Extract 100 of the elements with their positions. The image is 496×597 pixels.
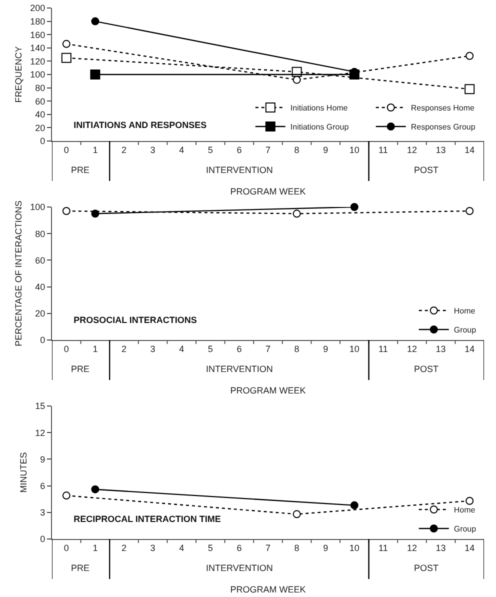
legend-label: Initiations Home [290,104,348,113]
text: PRE [71,563,90,573]
y-tick-label: 0 [40,534,46,544]
x-tick-label: 10 [349,542,360,553]
x-axis-title: PROGRAM WEEK [230,386,306,396]
text: PRE [71,364,90,374]
point [91,17,100,26]
x-tick-label: 7 [265,144,271,155]
x-tick-label: 5 [208,144,213,155]
y-tick-label: 9 [40,454,46,464]
y-tick-label: 60 [35,96,46,106]
y-tick-label: 40 [35,110,46,120]
x-axis-title: PROGRAM WEEK [230,584,306,595]
x-tick-label: 0 [64,542,69,553]
text: INITIATIONS AND RESPONSES [74,120,207,130]
x-tick-label: 4 [179,344,184,354]
y-tick-label: 140 [30,43,46,54]
point [292,510,301,518]
x-tick-label: 9 [323,542,328,553]
x-tick-label: 6 [236,144,242,155]
x-tick-label: 7 [265,542,271,553]
y-tick-label: 160 [30,30,46,40]
point [90,70,100,80]
x-tick-label: 7 [265,344,271,354]
point [61,52,72,63]
point [292,76,301,84]
y-tick-label: 200 [30,3,46,14]
x-tick-label: 3 [150,344,156,354]
x-tick-label: 8 [294,144,300,155]
point [466,52,474,60]
y-tick-label: 100 [30,202,46,212]
text: INTERVENTION [206,165,273,175]
x-tick-label: 1 [92,542,98,553]
text: INTERVENTION [206,364,273,374]
legend-label: Home [454,306,476,316]
x-tick-label: 1 [92,344,98,354]
x-tick-label: 10 [349,144,360,155]
point [466,206,474,215]
y-tick-label: 20 [35,308,46,319]
x-tick-label: 11 [378,144,388,155]
x-tick-label: 13 [436,344,446,354]
point [292,210,301,218]
y-tick-label: 20 [35,122,46,133]
legend-label: Group [454,524,477,534]
y-axis-title: PERCENTAGE OF INTERACTIONS [14,200,24,346]
point [350,203,358,211]
legend-label: Group [454,326,477,335]
point [466,496,474,505]
legend-label: Home [454,506,476,515]
point [350,501,358,510]
y-tick-label: 15 [35,401,46,412]
x-tick-label: 12 [406,344,418,354]
legend-label: Responses Group [410,122,476,132]
y-tick-label: 120 [30,56,46,66]
x-tick-label: 14 [464,144,475,155]
point [62,206,70,215]
x-tick-label: 13 [436,144,446,155]
text: RECIPROCAL INTERACTION TIME [74,514,221,524]
text: INTERVENTION [206,563,273,573]
point [62,40,70,48]
point [91,485,100,494]
x-tick-label: 0 [64,344,69,354]
x-tick-label: 1 [92,144,98,155]
y-tick-label: 6 [40,480,46,491]
x-tick-label: 2 [121,344,127,354]
x-tick-label: 0 [64,144,69,155]
y-tick-label: 100 [30,70,46,80]
y-axis-title: FREQUENCY [14,46,24,103]
x-tick-label: 3 [150,542,156,553]
point [464,84,475,94]
y-tick-label: 60 [35,255,46,266]
x-tick-label: 9 [323,344,328,354]
text: PRE [71,165,90,175]
legend-label: Responses Home [410,104,475,113]
x-tick-label: 9 [323,144,328,155]
x-tick-label: 5 [208,344,213,354]
y-tick-label: 80 [35,228,46,239]
x-tick-label: 6 [236,344,242,354]
text: POST [414,165,440,175]
y-axis-title: MINUTES [18,452,29,493]
x-tick-label: 11 [378,344,388,354]
x-tick-label: 12 [406,542,418,553]
x-tick-label: 12 [406,144,418,155]
point [62,492,70,500]
text: PROSOCIAL INTERACTIONS [74,315,197,326]
x-tick-label: 6 [236,542,242,553]
x-tick-label: 13 [436,542,446,553]
y-tick-label: 12 [35,428,46,438]
y-tick-label: 80 [35,82,46,93]
x-tick-label: 4 [179,144,184,155]
x-tick-label: 5 [208,542,213,553]
x-tick-label: 14 [464,542,475,553]
text: POST [414,364,440,374]
legend-label: Initiations Group [290,122,350,132]
point [91,210,100,218]
x-tick-label: 2 [121,144,127,155]
y-tick-label: 3 [40,508,46,518]
y-tick-label: 40 [35,282,46,292]
y-tick-label: 180 [30,16,46,26]
x-axis-title: PROGRAM WEEK [230,186,306,197]
